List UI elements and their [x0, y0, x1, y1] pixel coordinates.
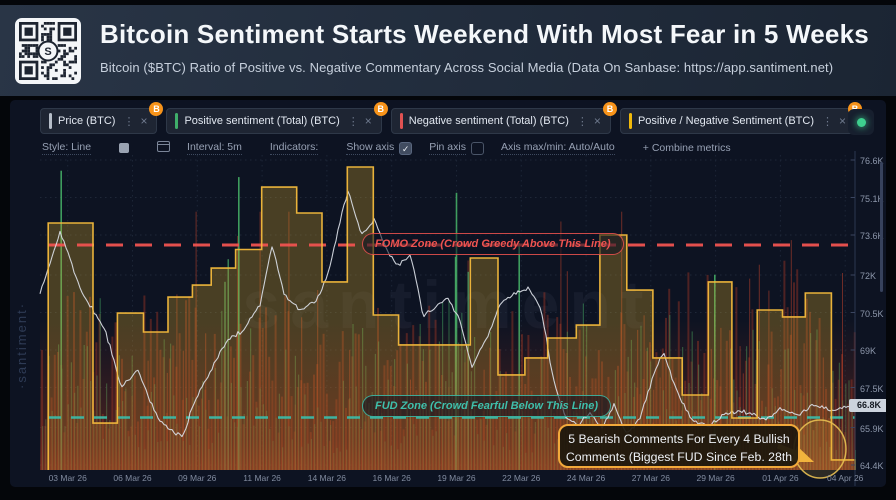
indicators-selector[interactable]: Indicators: [269, 141, 319, 155]
tab-label: Positive / Negative Sentiment (BTC) [637, 115, 815, 127]
scrollbar-thumb[interactable] [880, 162, 883, 292]
qr-code: S [15, 18, 81, 84]
x-axis-date-label: 03 Mar 26 [48, 473, 87, 483]
tab-close-icon[interactable]: × [839, 114, 847, 128]
tab-label: Negative sentiment (Total) (BTC) [408, 115, 569, 127]
page-title: Bitcoin Sentiment Starts Weekend With Mo… [100, 19, 869, 49]
x-axis-date-label: 06 Mar 26 [113, 473, 152, 483]
callout-line1: 5 Bearish Comments For Every 4 Bullish [568, 432, 790, 446]
pin-axis-toggle[interactable]: Pin axis [429, 141, 484, 155]
chart-panel: Price (BTC) ⋮ × B Positive sentiment (To… [10, 100, 886, 487]
svg-text:S: S [44, 46, 51, 58]
y-axis-label: 69K [860, 346, 877, 356]
fomo-zone-label: FOMO Zone (Crowd Greedy Above This Line) [362, 233, 624, 255]
bitcoin-badge-icon: B [602, 102, 617, 116]
bitcoin-badge-icon: B [149, 102, 164, 116]
interval-selector[interactable]: Interval: 5m [187, 141, 242, 155]
tab-close-icon[interactable]: × [364, 114, 372, 128]
x-axis-date-label: 29 Mar 26 [696, 473, 735, 483]
combine-metrics-button[interactable]: + Combine metrics [642, 142, 731, 154]
live-indicator-button[interactable] [848, 109, 874, 135]
green-dot-icon [856, 117, 866, 127]
y-axis-label: 64.4K [860, 461, 884, 471]
y-axis-label: 67.5K [860, 383, 884, 394]
tab-price-btc[interactable]: Price (BTC) ⋮ × B [40, 102, 164, 134]
tab-menu-icon[interactable]: ⋮ [123, 115, 135, 128]
tab-label: Price (BTC) [58, 115, 116, 127]
header-banner: S Bitcoin Sentiment Starts Weekend With … [0, 5, 896, 96]
x-axis-date-label: 16 Mar 26 [372, 473, 411, 483]
tab-close-icon[interactable]: × [593, 114, 601, 128]
tab-menu-icon[interactable]: ⋮ [822, 115, 834, 128]
checkbox-empty-icon[interactable] [470, 141, 484, 155]
metric-color-stripe [628, 113, 632, 129]
axis-maxmin-selector[interactable]: Axis max/min: Auto/Auto [500, 141, 615, 155]
tab-close-icon[interactable]: × [140, 114, 148, 128]
tab-label: Positive sentiment (Total) (BTC) [184, 115, 340, 127]
tab-menu-icon[interactable]: ⋮ [576, 115, 588, 128]
x-axis-date-label: 14 Mar 26 [307, 473, 347, 483]
y-axis-label: 72K [860, 271, 877, 281]
tab-positive-sentiment[interactable]: Positive sentiment (Total) (BTC) ⋮ × B [166, 102, 388, 134]
color-swatch-icon [119, 143, 130, 153]
chart-layout-icon[interactable] [157, 141, 171, 155]
metric-color-stripe [175, 113, 179, 129]
fud-zone-label: FUD Zone (Crowd Fearful Below This Line) [362, 395, 612, 417]
bitcoin-badge-icon: B [373, 102, 388, 116]
page-subtitle: Bitcoin ($BTC) Ratio of Positive vs. Neg… [100, 60, 834, 75]
color-swatch-selector[interactable] [119, 143, 140, 153]
chart-toolbar: Style: Line Interval: 5m Indicators: Sho… [42, 140, 731, 156]
y-axis-label: 75.1K [860, 193, 884, 204]
x-axis-date-label: 01 Apr 26 [762, 473, 799, 483]
x-axis-date-label: 11 Mar 26 [243, 473, 281, 483]
tab-negative-sentiment[interactable]: Negative sentiment (Total) (BTC) ⋮ × B [390, 102, 617, 134]
chart-plot-area[interactable] [39, 151, 856, 486]
x-axis-date-label: 19 Mar 26 [437, 473, 476, 483]
x-axis-date-label: 24 Mar 26 [566, 473, 606, 483]
tab-menu-icon[interactable]: ⋮ [347, 115, 359, 128]
watermark-vertical: ·santiment· [14, 301, 29, 389]
tab-pos-neg-ratio[interactable]: Positive / Negative Sentiment (BTC) ⋮ × … [619, 102, 863, 134]
x-axis-date-label: 04 Apr 26 [827, 473, 864, 483]
y-axis-label: 73.6K [860, 231, 884, 241]
callout-line2: Comments (Biggest FUD Since Feb. 28th [565, 450, 793, 464]
metric-color-stripe [399, 113, 403, 129]
checkbox-checked-icon[interactable]: ✓ [399, 141, 413, 155]
x-axis-date-label: 22 Mar 26 [502, 473, 541, 483]
y-axis-label: 70.5K [860, 308, 884, 319]
show-axis-toggle[interactable]: Show axis ✓ [346, 141, 413, 155]
style-selector[interactable]: Style: Line [42, 141, 92, 155]
x-axis-date-label: 27 Mar 26 [631, 473, 670, 483]
header-text: Bitcoin Sentiment Starts Weekend With Mo… [100, 17, 890, 75]
qr-pattern-icon: S [19, 22, 77, 80]
metric-color-stripe [49, 113, 52, 129]
current-price-tag: 66.8K [849, 398, 886, 412]
metric-tabs: Price (BTC) ⋮ × B Positive sentiment (To… [40, 102, 863, 134]
annotation-callout: 5 Bearish Comments For Every 4 Bullish C… [558, 424, 800, 468]
y-axis-label: 76.6K [860, 156, 884, 166]
x-axis-date-label: 09 Mar 26 [178, 473, 217, 483]
y-axis-label: 65.9K [860, 423, 884, 434]
